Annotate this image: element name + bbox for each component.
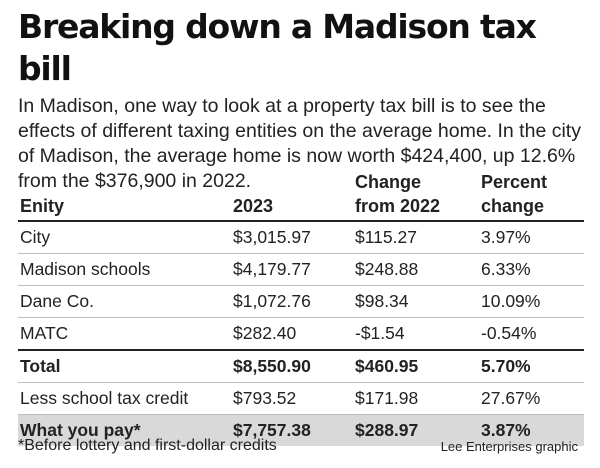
header-percent-line2: change <box>481 196 545 216</box>
cell-2023: $7,757.38 <box>233 420 311 440</box>
cell-percent: 10.09% <box>481 291 541 311</box>
headline: Breaking down a Madison tax bill <box>18 7 537 88</box>
cell-percent: 5.70% <box>481 356 531 376</box>
cell-percent: 3.97% <box>481 227 531 247</box>
table-row-city: City $3,015.97 $115.27 3.97% <box>18 220 584 254</box>
table-row-dane-co: Dane Co. $1,072.76 $98.34 10.09% <box>18 286 584 318</box>
cell-entity: Dane Co. <box>20 291 94 311</box>
cell-percent: 27.67% <box>481 388 541 408</box>
cell-percent: 3.87% <box>481 420 531 440</box>
cell-2023: $282.40 <box>233 323 297 343</box>
header-percent-line1: Percent <box>481 172 548 192</box>
table-row-madison-schools: Madison schools $4,179.77 $248.88 6.33% <box>18 254 584 286</box>
cell-change: $171.98 <box>355 388 419 408</box>
footer: *Before lottery and first-dollar credits… <box>18 437 584 457</box>
table-row-total: Total $8,550.90 $460.95 5.70% <box>18 351 584 383</box>
cell-entity: Total <box>20 356 61 376</box>
cell-change: $288.97 <box>355 420 419 440</box>
cell-entity: Less school tax credit <box>20 388 189 408</box>
cell-change: -$1.54 <box>355 323 405 343</box>
table-row-what-you-pay: What you pay* $7,757.38 $288.97 3.87% <box>18 415 584 446</box>
cell-entity: City <box>20 227 51 247</box>
header-2023: 2023 <box>233 196 274 216</box>
cell-change: $460.95 <box>355 356 419 376</box>
graphic: Breaking down a Madison tax bill In Madi… <box>18 6 584 446</box>
cell-change: $248.88 <box>355 259 419 279</box>
cell-2023: $793.52 <box>233 388 297 408</box>
cell-2023: $1,072.76 <box>233 291 311 311</box>
table-row-school-tax-credit: Less school tax credit $793.52 $171.98 2… <box>18 383 584 415</box>
cell-entity: Madison schools <box>20 259 151 279</box>
footnote: *Before lottery and first-dollar credits <box>18 437 277 454</box>
tax-table: Enity 2023 Change from 2022 Percent chan… <box>18 166 584 446</box>
cell-2023: $3,015.97 <box>233 227 311 247</box>
credit-line: Lee Enterprises graphic <box>440 439 578 454</box>
intro-text: In Madison, one way to look at a propert… <box>18 95 581 192</box>
cell-change: $115.27 <box>355 227 417 247</box>
cell-2023: $4,179.77 <box>233 259 311 279</box>
header-change-line2: from 2022 <box>355 196 441 216</box>
cell-percent: -0.54% <box>481 323 537 343</box>
cell-2023: $8,550.90 <box>233 356 311 376</box>
header-entity: Enity <box>20 196 65 216</box>
header-change-line1: Change <box>355 172 422 192</box>
cell-percent: 6.33% <box>481 259 531 279</box>
table-row-matc: MATC $282.40 -$1.54 -0.54% <box>18 318 584 351</box>
table-header: Enity 2023 Change from 2022 Percent chan… <box>18 166 584 220</box>
cell-entity: What you pay* <box>20 420 141 440</box>
header-percent: Percent change <box>481 170 547 218</box>
cell-change: $98.34 <box>355 291 409 311</box>
header-change: Change from 2022 <box>355 170 440 218</box>
cell-entity: MATC <box>20 323 69 343</box>
